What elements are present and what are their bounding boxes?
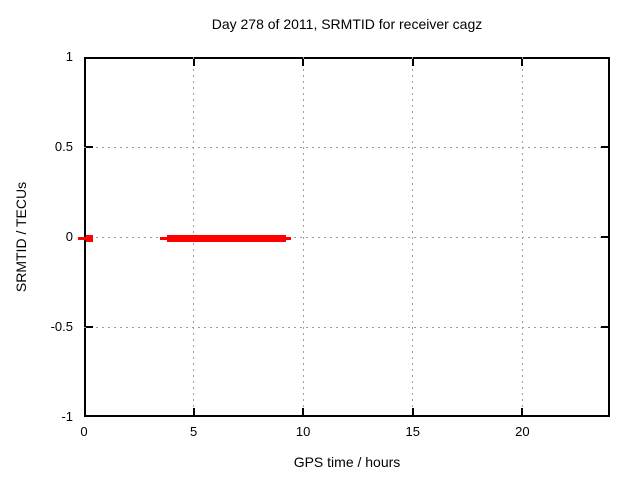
tick-mark-bottom xyxy=(521,408,524,415)
tick-mark-bottom xyxy=(192,408,195,415)
data-segment-line xyxy=(160,236,168,240)
x-tick-label: 10 xyxy=(295,424,311,439)
x-axis-label: GPS time / hours xyxy=(293,454,401,470)
y-tick-label: 0 xyxy=(65,229,73,244)
data-segment-line xyxy=(78,236,86,240)
tick-mark-top xyxy=(192,59,195,66)
x-tick-label: 15 xyxy=(405,424,420,439)
data-segment-dense xyxy=(167,234,287,242)
tick-mark-top xyxy=(302,59,305,66)
tick-mark-top xyxy=(521,59,524,66)
tick-mark-bottom xyxy=(411,408,414,415)
y-tick-label: 1 xyxy=(65,49,73,64)
y-tick-label: 0.5 xyxy=(54,139,73,154)
x-tick-label: 20 xyxy=(515,424,530,439)
tick-mark-right xyxy=(601,146,608,148)
y-tick-label: -1 xyxy=(61,409,73,424)
chart-title: Day 278 of 2011, SRMTID for receiver cag… xyxy=(211,16,483,32)
gridline-horizontal xyxy=(84,236,610,238)
data-point-square xyxy=(85,234,93,242)
tick-mark-right xyxy=(601,326,608,328)
tick-mark-right xyxy=(601,236,608,238)
tick-mark-bottom xyxy=(302,408,305,415)
gridline-horizontal xyxy=(84,326,610,328)
tick-mark-top xyxy=(411,59,414,66)
tick-mark-left xyxy=(86,146,93,148)
data-segment-line xyxy=(286,236,292,240)
gridline-horizontal xyxy=(84,146,610,148)
y-tick-label: -0.5 xyxy=(50,319,73,334)
tick-mark-left xyxy=(86,326,93,328)
x-tick-label: 0 xyxy=(80,424,88,439)
x-tick-label: 5 xyxy=(189,424,198,439)
